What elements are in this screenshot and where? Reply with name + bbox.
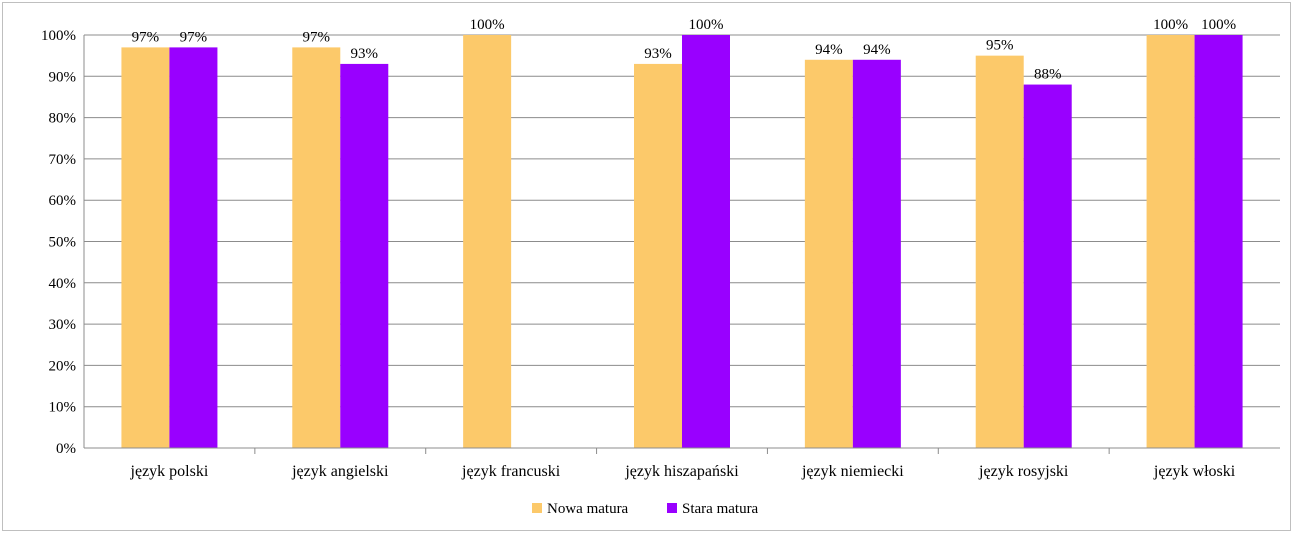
bar [852,59,901,448]
y-tick-label: 20% [49,358,77,374]
category-label: język rosyjski [978,463,1069,480]
data-label: 94% [863,42,891,58]
data-label: 97% [180,29,208,45]
data-label: 100% [689,17,724,33]
legend-label: Stara matura [682,501,759,517]
bar [682,35,730,448]
data-label: 94% [815,42,843,58]
y-tick-label: 90% [49,69,77,85]
y-axis-tick-labels: 0% 10% 20% 30% 40% 50% 60% 70% 80% 90% 100% [41,28,76,457]
category-label: język niemiecki [801,463,904,480]
y-tick-label: 0% [56,441,76,457]
bar [340,63,389,448]
data-label: 100% [470,17,505,33]
bar [804,59,853,448]
data-label: 97% [132,29,160,45]
legend-label: Nowa matura [547,501,629,517]
category-label: język francuski [461,463,561,480]
bar [463,35,512,448]
data-label: 93% [351,46,379,62]
category-label: język włoski [1153,463,1236,480]
legend-swatch [667,503,677,513]
bar [1146,35,1195,448]
y-tick-label: 100% [41,28,76,44]
y-tick-label: 70% [49,152,77,168]
data-label: 100% [1201,17,1236,33]
y-tick-label: 60% [49,193,77,209]
y-tick-label: 30% [49,317,77,333]
category-label: język angielski [291,463,389,480]
axes [83,35,1280,454]
data-label: 93% [644,46,672,62]
x-axis-category-labels: język polski język angielski język francus… [130,463,1236,480]
y-tick-label: 40% [49,276,77,292]
bar [1194,35,1243,448]
data-labels: 97% 97% 97% 93% 100% 93% 100% 94% 94% 95% 88% 100% 1… [132,17,1236,83]
bar [121,47,170,448]
legend-swatch [532,503,542,513]
category-label: język hiszapański [624,463,739,480]
data-label: 97% [303,29,331,45]
bar [292,47,341,448]
y-tick-label: 80% [49,111,77,127]
y-tick-label: 50% [49,235,77,251]
bar [634,63,682,448]
bars [121,35,1243,449]
legend: Nowa matura Stara matura [532,501,759,517]
bar [1023,84,1072,448]
data-label: 95% [986,38,1014,54]
data-label: 88% [1034,67,1062,83]
category-label: język polski [130,463,209,480]
bar [169,47,218,448]
data-label: 100% [1153,17,1188,33]
bar [975,55,1024,449]
y-tick-label: 10% [49,400,77,416]
